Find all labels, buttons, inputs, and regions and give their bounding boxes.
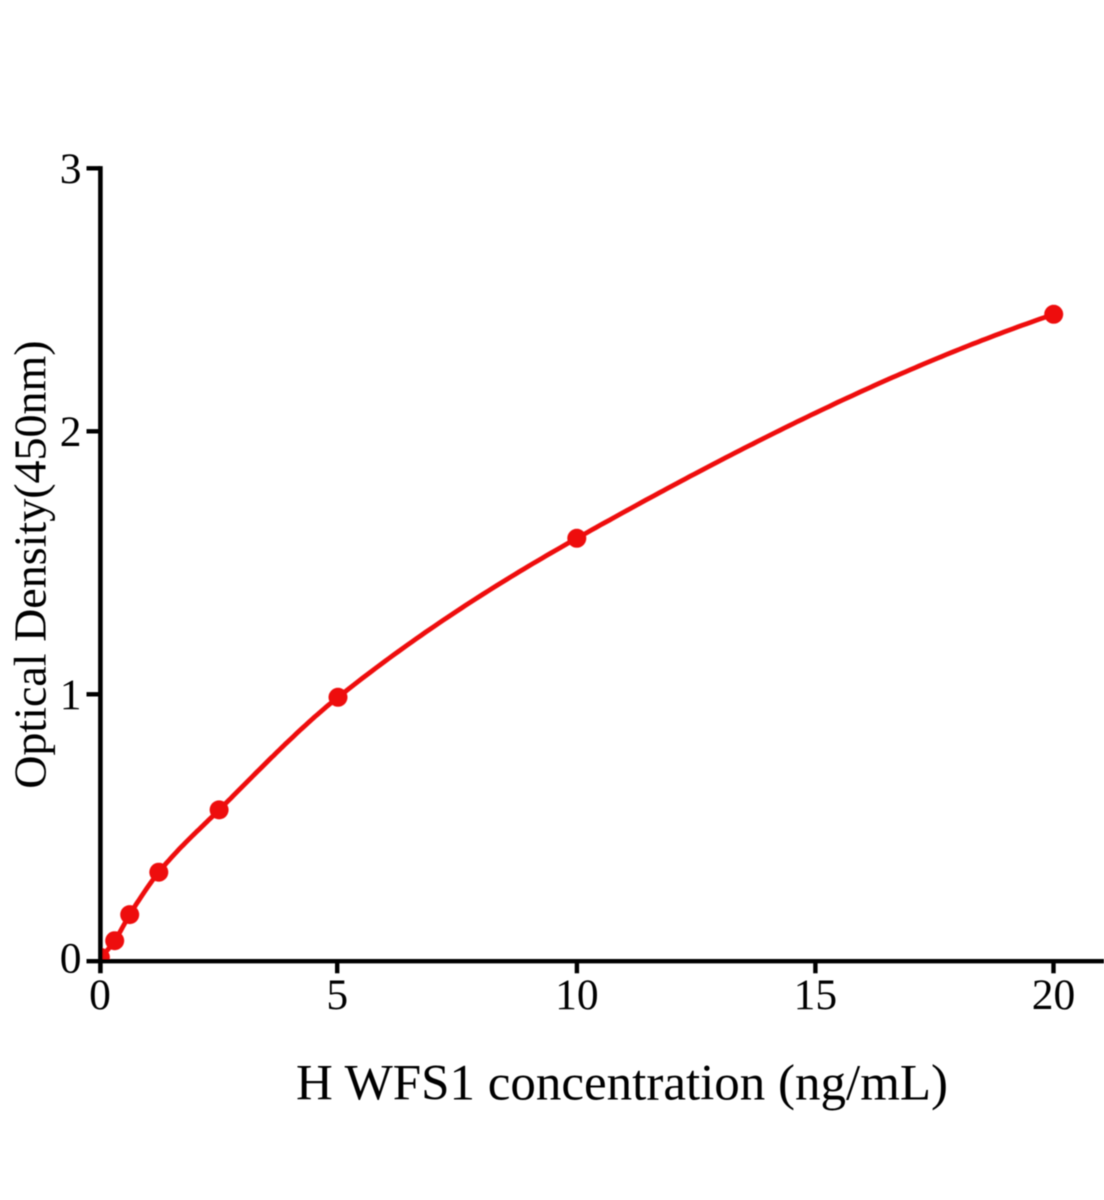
svg-text:5: 5 (326, 971, 348, 1019)
svg-text:20: 20 (1032, 971, 1076, 1019)
svg-text:1: 1 (60, 671, 82, 719)
svg-text:H WFS1 concentration (ng/mL): H WFS1 concentration (ng/mL) (296, 1056, 948, 1112)
svg-text:0: 0 (89, 971, 111, 1019)
svg-text:2: 2 (60, 408, 82, 456)
svg-text:10: 10 (555, 971, 599, 1019)
svg-text:0: 0 (60, 935, 82, 983)
svg-text:3: 3 (60, 145, 82, 193)
svg-text:15: 15 (794, 971, 838, 1019)
svg-text:Optical Density(450nm): Optical Density(450nm) (5, 340, 56, 788)
